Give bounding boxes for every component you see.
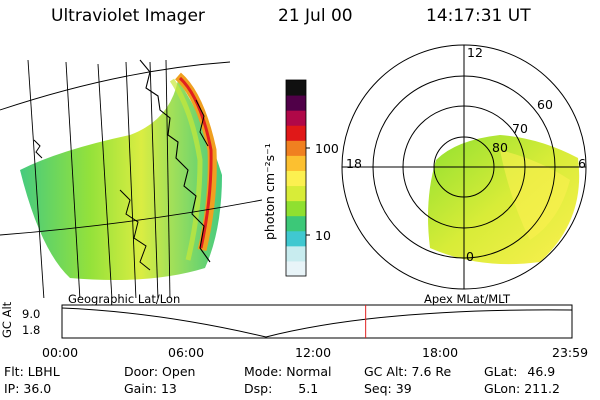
colorbar-band	[286, 170, 306, 187]
colorbar-band	[286, 155, 306, 171]
colorbar-band	[286, 185, 306, 202]
longitude-line	[97, 63, 113, 298]
longitude-line	[165, 59, 171, 298]
aurora-image-fill	[20, 80, 222, 281]
date-readout: 21 Jul 00	[278, 6, 353, 26]
colorbar-band	[286, 230, 306, 247]
coastline	[195, 99, 209, 147]
mlt-label-18: 18	[346, 156, 362, 171]
coastline	[139, 59, 211, 263]
colorbar-band	[286, 245, 306, 262]
polar-panel-label: Apex MLat/MLT	[424, 292, 511, 306]
latitude-line	[0, 61, 231, 111]
gain-readout: Gain: 13	[124, 381, 177, 396]
longitude-line	[27, 59, 45, 298]
mlat-label-60: 60	[537, 97, 553, 112]
colorbar-band	[286, 215, 306, 232]
colorbar-tick-label-10: 10	[315, 228, 331, 243]
time-readout: 14:17:31 UT	[426, 6, 531, 26]
mlt-label-0: 0	[466, 249, 474, 264]
colorbar-band	[286, 260, 306, 277]
colorbar-band	[286, 95, 306, 111]
timeline-xtick-2359: 23:59	[552, 345, 589, 360]
colorbar-tick-label-100: 100	[315, 141, 339, 156]
coastline	[33, 139, 43, 159]
altitude-curve	[61, 307, 573, 338]
ip-readout: IP: 36.0	[4, 381, 52, 396]
timeline-xtick-1800: 18:00	[422, 345, 459, 360]
gc-alt-readout: GC Alt: 7.6 Re	[364, 364, 452, 379]
colorbar-band	[286, 80, 306, 96]
mlat-label-80: 80	[492, 140, 508, 155]
timeline-ytick-bottom: 1.8	[22, 323, 41, 337]
mode-readout: Mode: Normal	[244, 364, 332, 379]
timeline-xtick-1200: 12:00	[295, 345, 332, 360]
longitude-line	[149, 61, 159, 298]
app-title: Ultraviolet Imager	[51, 6, 205, 26]
latitude-line	[0, 199, 262, 236]
colorbar-band	[286, 110, 306, 126]
timeline-ytick-top: 9.0	[22, 307, 41, 321]
seq-readout: Seq: 39	[364, 381, 412, 396]
geo-panel-label: Geographic Lat/Lon	[68, 292, 181, 306]
colorbar-band	[286, 125, 306, 141]
dsp-readout: Dsp: 5.1	[244, 381, 319, 396]
mlt-label-6: 6	[578, 156, 586, 171]
timeline-xtick-0000: 00:00	[42, 345, 79, 360]
longitude-line	[125, 61, 137, 298]
coastline	[119, 189, 151, 271]
door-readout: Door: Open	[124, 364, 196, 379]
mlt-label-12: 12	[467, 45, 483, 60]
colorbar-band	[286, 140, 306, 156]
timeline-xtick-0600: 06:00	[168, 345, 205, 360]
glon-readout: GLon: 211.2	[484, 381, 560, 396]
colorbar-band	[286, 200, 306, 217]
mlat-label-70: 70	[512, 121, 528, 136]
longitude-line	[65, 61, 81, 298]
glat-readout: GLat: 46.9	[484, 364, 556, 379]
filter-readout: Flt: LBHL	[4, 364, 60, 379]
